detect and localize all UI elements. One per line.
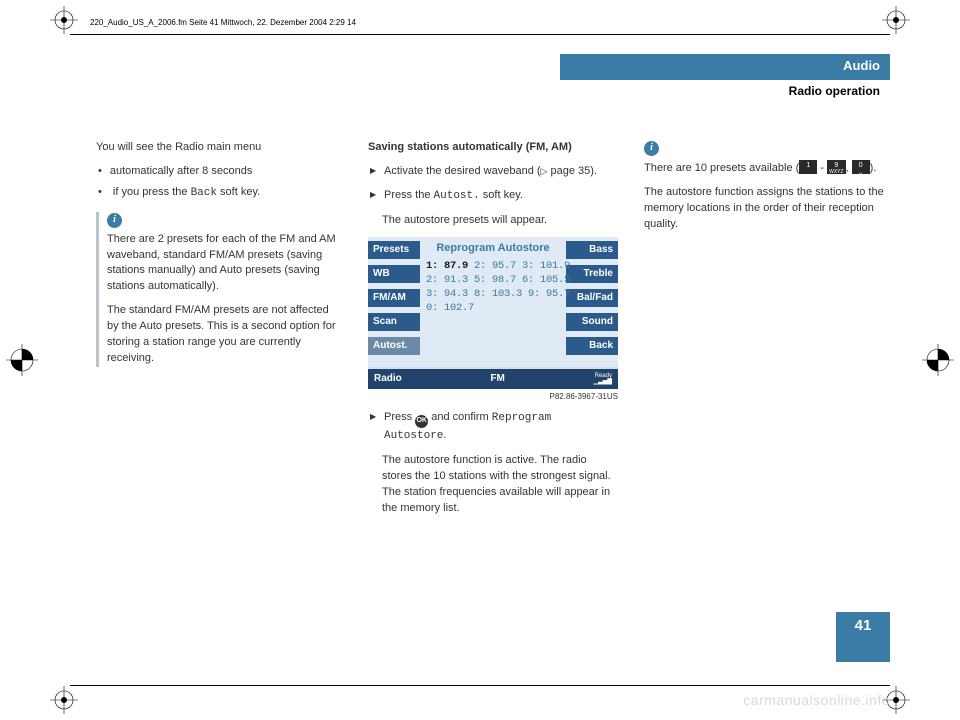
page-number: 41 bbox=[836, 612, 890, 662]
step-item: Press OK and confirm Reprogram Autostore… bbox=[370, 410, 618, 445]
step-sub: The autostore presets will appear. bbox=[382, 213, 618, 229]
ok-icon: OK bbox=[415, 415, 428, 428]
radio-statusbar: Radio FM Ready▁▃▅▇ bbox=[368, 367, 618, 389]
softkey-fmam: FM/AM bbox=[368, 289, 420, 307]
step-item: Activate the desired waveband (▷ page 35… bbox=[370, 164, 618, 180]
crop-mark bbox=[922, 344, 954, 376]
softkey-bass: Bass bbox=[566, 241, 618, 259]
softkey-treble: Treble bbox=[566, 265, 618, 283]
info-block: i There are 2 presets for each of the FM… bbox=[96, 212, 342, 367]
status-mode: Radio bbox=[374, 372, 402, 387]
crop-mark bbox=[50, 686, 78, 714]
figure-reference: P82.86-3967-31US bbox=[368, 391, 618, 403]
file-path: 220_Audio_US_A_2006.fm Seite 41 Mittwoch… bbox=[90, 18, 356, 27]
bullet-item: automatically after 8 seconds bbox=[98, 164, 342, 180]
keycap-9-icon: 9WXYZ bbox=[827, 160, 845, 174]
info-text: The autostore function assigns the stati… bbox=[644, 185, 890, 233]
step-item: Press the Autost. soft key. bbox=[370, 188, 618, 205]
keycap-0-icon: 0␣ bbox=[852, 160, 870, 174]
softkey-presets: Presets bbox=[368, 241, 420, 259]
softkey-wb: WB bbox=[368, 265, 420, 283]
column-1: You will see the Radio main menu automat… bbox=[96, 140, 342, 525]
crop-mark bbox=[50, 6, 78, 34]
keycap-1-icon: 1 bbox=[799, 160, 817, 174]
info-icon: i bbox=[107, 213, 122, 228]
status-signal: Ready▁▃▅▇ bbox=[594, 373, 612, 385]
info-icon: i bbox=[644, 141, 659, 156]
softkey-balfad: Bal/Fad bbox=[566, 289, 618, 307]
crop-mark bbox=[6, 344, 38, 376]
bullet-item: if you press the Back soft key. bbox=[98, 185, 342, 202]
frequency-list: 1: 87.9 2: 95.7 3: 101.9 2: 91.3 5: 98.7… bbox=[426, 259, 570, 316]
header-subtitle: Radio operation bbox=[789, 84, 880, 98]
column-3: i There are 10 presets available (1 - 9W… bbox=[644, 140, 890, 525]
header-title: Audio bbox=[843, 58, 880, 73]
status-band: FM bbox=[490, 372, 504, 387]
crop-mark bbox=[882, 6, 910, 34]
softkey-back: Back bbox=[566, 337, 618, 355]
footer-rule bbox=[70, 685, 890, 686]
info-text: There are 2 presets for each of the FM a… bbox=[107, 232, 342, 296]
info-text: There are 10 presets available (1 - 9WXY… bbox=[644, 160, 890, 177]
section-heading: Saving stations automatically (FM, AM) bbox=[368, 140, 618, 156]
column-2: Saving stations automatically (FM, AM) A… bbox=[368, 140, 618, 525]
info-text: The standard FM/AM presets are not affec… bbox=[107, 303, 342, 367]
intro-text: You will see the Radio main menu bbox=[96, 140, 342, 156]
radio-display: Reprogram Autostore Presets WB FM/AM Sca… bbox=[368, 237, 618, 389]
step-sub: The autostore function is active. The ra… bbox=[382, 453, 618, 517]
softkey-sound: Sound bbox=[566, 313, 618, 331]
softkey-autost: Autost. bbox=[368, 337, 420, 355]
header-rule bbox=[70, 34, 890, 35]
watermark: carmanualsonline.info bbox=[743, 692, 890, 708]
softkey-scan: Scan bbox=[368, 313, 420, 331]
